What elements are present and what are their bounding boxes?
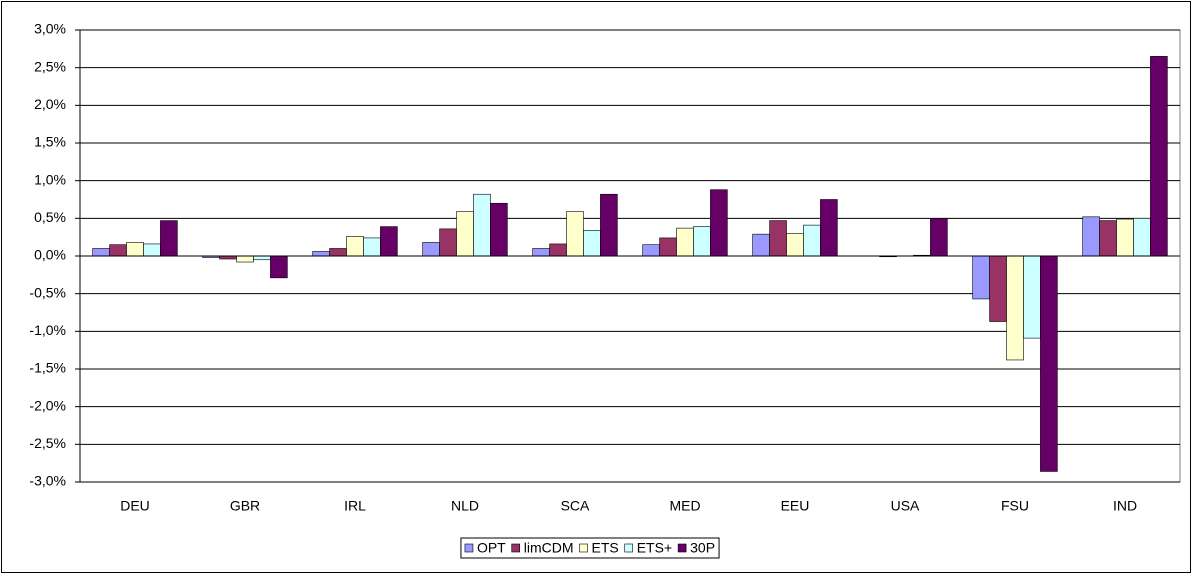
- x-tick-label: FSU: [1001, 498, 1029, 514]
- legend-label: ETS: [591, 540, 618, 556]
- bar: [1006, 255, 1024, 361]
- y-tick-label: 1,5%: [34, 134, 66, 150]
- bar: [930, 218, 948, 257]
- bar: [473, 193, 491, 257]
- bar: [693, 226, 711, 257]
- y-tick-label: -1,5%: [29, 360, 66, 376]
- bar: [346, 236, 364, 257]
- bar: [820, 199, 838, 257]
- y-tick-label: 2,0%: [34, 96, 66, 112]
- y-tick-label: -3,0%: [29, 473, 66, 489]
- legend-label: limCDM: [524, 540, 574, 556]
- y-tick-label: 0,5%: [34, 209, 66, 225]
- bar: [803, 224, 821, 257]
- legend-swatch: [579, 543, 588, 553]
- bar: [143, 243, 161, 257]
- bar: [363, 237, 381, 257]
- y-tick-label: -1,0%: [29, 322, 66, 338]
- bar: [752, 233, 770, 257]
- bar: [439, 228, 457, 257]
- bar: [566, 211, 584, 257]
- legend-swatch: [464, 543, 474, 553]
- y-tick-label: 1,0%: [34, 171, 66, 187]
- x-tick-label: GBR: [230, 498, 260, 514]
- legend-swatch: [511, 543, 521, 553]
- bar: [549, 243, 567, 257]
- bar: [422, 242, 440, 257]
- y-tick-label: 0,0%: [34, 247, 66, 263]
- bar: [786, 233, 804, 257]
- bar: [642, 244, 660, 257]
- bar: [253, 255, 271, 261]
- bar: [1040, 255, 1058, 472]
- x-tick-label: SCA: [561, 498, 590, 514]
- bar: [676, 227, 694, 257]
- x-tick-label: IND: [1113, 498, 1137, 514]
- bar: [989, 255, 1007, 322]
- bar: [380, 226, 398, 257]
- bar: [92, 248, 110, 257]
- legend-label: ETS+: [637, 540, 672, 556]
- bar: [600, 193, 618, 257]
- bar: [1099, 220, 1117, 257]
- x-tick-label: IRL: [344, 498, 366, 514]
- bar: [109, 244, 127, 257]
- bar: [769, 220, 787, 257]
- bar: [490, 202, 508, 257]
- bar: [1116, 218, 1134, 257]
- bar: [126, 242, 144, 257]
- bar: [1023, 255, 1041, 339]
- bar: [329, 248, 347, 257]
- legend-swatch: [677, 543, 687, 553]
- y-tick-label: -2,0%: [29, 397, 66, 413]
- x-tick-label: NLD: [451, 498, 479, 514]
- x-tick-label: MED: [669, 498, 700, 514]
- y-tick-label: -2,5%: [29, 435, 66, 451]
- y-tick-label: 2,5%: [34, 58, 66, 74]
- bar: [972, 255, 990, 300]
- bar: [236, 255, 254, 263]
- legend-box: [460, 537, 720, 559]
- x-tick-label: DEU: [120, 498, 150, 514]
- bar: [270, 255, 288, 279]
- bar: [1133, 218, 1151, 257]
- bar: [659, 237, 677, 257]
- bar: [532, 248, 550, 257]
- bar: [160, 220, 178, 257]
- y-tick-label: -0,5%: [29, 284, 66, 300]
- bar: [312, 251, 330, 257]
- legend-label: OPT: [477, 540, 506, 556]
- x-tick-label: EEU: [781, 498, 810, 514]
- bar: [1150, 56, 1168, 257]
- x-tick-label: USA: [891, 498, 920, 514]
- bar: [710, 189, 728, 257]
- bar: [583, 230, 601, 257]
- legend-label: 30P: [690, 540, 715, 556]
- legend-swatch: [624, 543, 634, 553]
- bar: [456, 211, 474, 257]
- bar: [1082, 216, 1100, 257]
- y-tick-label: 3,0%: [34, 21, 66, 37]
